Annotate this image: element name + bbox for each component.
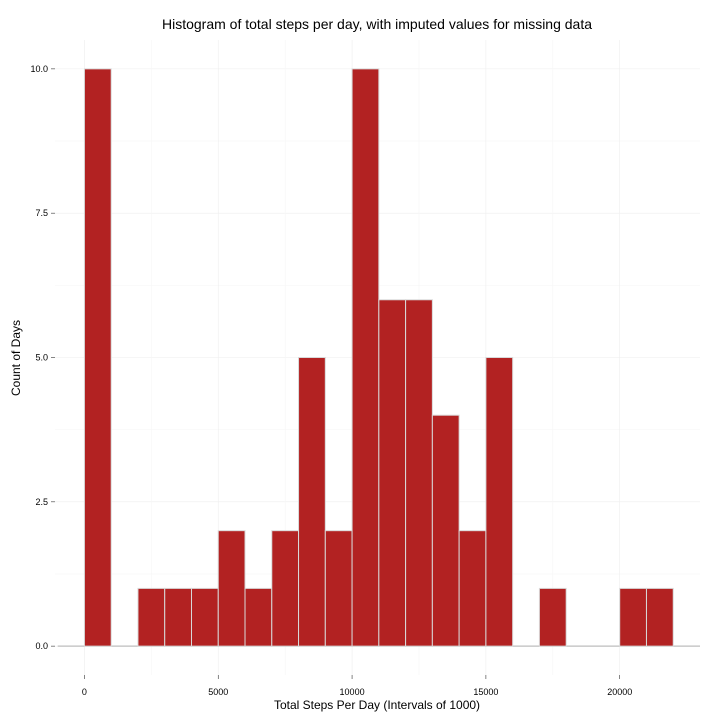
histogram-bar	[190, 587, 219, 647]
axis-ticks: 0.0 2.5 5.0 7.5 10.0 0 5000 10000 15000 20000	[30, 64, 632, 697]
x-tick-label: 15000	[473, 687, 498, 697]
histogram-bar	[538, 587, 567, 647]
x-axis-label: Total Steps Per Day (Intervals of 1000)	[274, 698, 480, 712]
y-tick-label: 5.0	[35, 353, 48, 363]
histogram-bar	[645, 587, 674, 647]
histogram-bar	[137, 587, 166, 647]
chart-title: Histogram of total steps per day, with i…	[162, 16, 592, 32]
y-axis-label: Count of Days	[9, 320, 23, 396]
histogram-bar	[83, 68, 112, 647]
histogram-bar	[485, 357, 514, 647]
histogram-bar	[431, 414, 460, 647]
histogram-bar	[164, 587, 192, 647]
y-tick-label: 10.0	[30, 64, 48, 74]
histogram-bar	[378, 299, 407, 647]
histogram-bar	[271, 530, 300, 647]
histogram-bar	[217, 530, 246, 647]
histogram-bars	[83, 68, 674, 647]
histogram-bar	[298, 357, 326, 647]
y-tick-label: 2.5	[35, 497, 48, 507]
histogram-bar	[324, 530, 353, 647]
x-tick-label: 20000	[607, 687, 632, 697]
histogram-bar	[244, 587, 273, 647]
y-tick-label: 0.0	[35, 641, 48, 651]
x-tick-label: 0	[82, 687, 87, 697]
x-tick-label: 5000	[208, 687, 228, 697]
y-tick-label: 7.5	[35, 208, 48, 218]
histogram-bar	[351, 68, 380, 647]
histogram-bar	[619, 587, 647, 647]
histogram-bar	[458, 530, 487, 647]
histogram-bar	[405, 299, 433, 647]
x-tick-label: 10000	[340, 687, 365, 697]
